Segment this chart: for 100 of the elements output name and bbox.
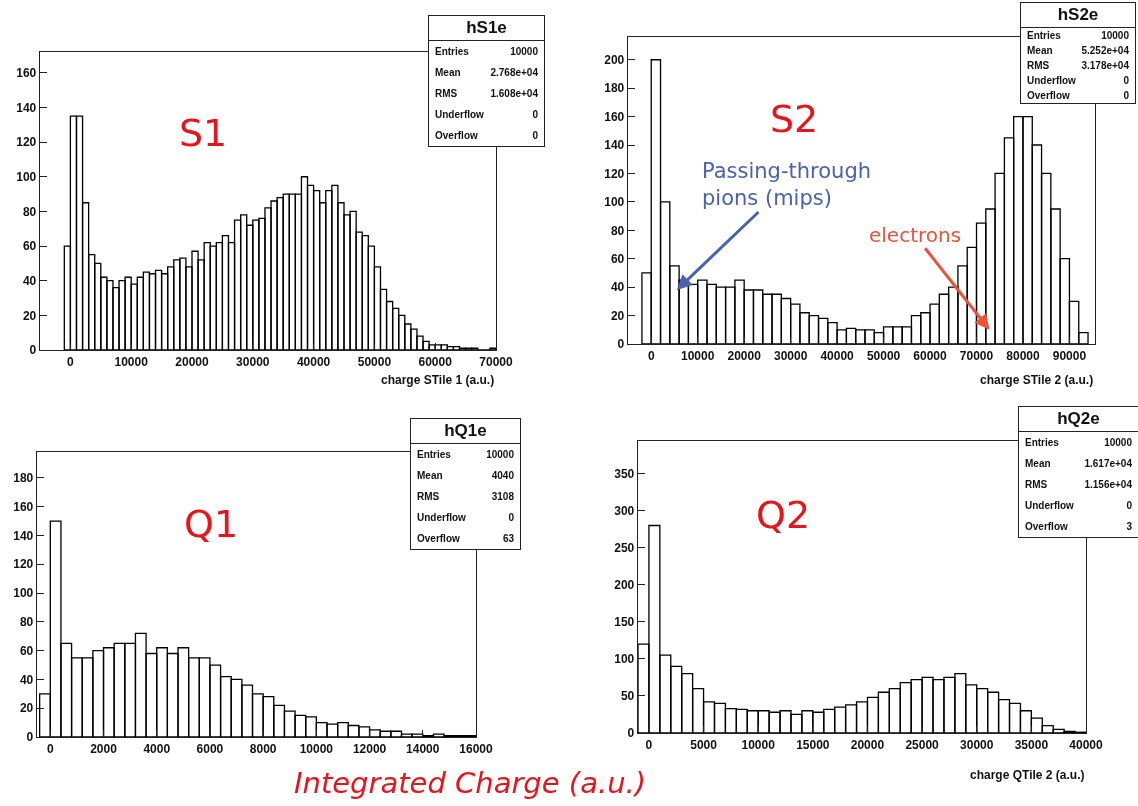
x-tick-label: 2000 [90, 741, 118, 756]
x-tick-label: 5000 [690, 737, 718, 752]
x-tick-label: 4000 [143, 741, 171, 756]
text: hS2e [1057, 5, 1099, 24]
annotation: Underflow [417, 512, 466, 523]
annotation: Q2 [756, 493, 811, 537]
annotation: RMS [435, 88, 458, 99]
text: hQ1e [444, 421, 487, 440]
annotation: S1 [179, 111, 228, 155]
x-tick-label: 10000 [299, 741, 334, 756]
annotation: Q1 [184, 502, 239, 546]
y-tick-label: 350 [614, 466, 635, 481]
y-tick-label: 0 [617, 337, 625, 352]
x-tick-label: 40000 [1069, 737, 1104, 752]
y-tick-label: 60 [610, 251, 625, 266]
annotation: Mean [1027, 45, 1053, 56]
annotation: S2 [770, 97, 819, 141]
text: 0 [1126, 500, 1132, 511]
x-tick-label: 20000 [175, 354, 210, 369]
x-tick-label: 12000 [352, 741, 387, 756]
x-tick-label: 0 [647, 348, 655, 363]
y-tick-label: 200 [614, 577, 635, 592]
text: 10000 [1101, 30, 1129, 41]
x-axis-title: charge QTile 2 (a.u.) [970, 768, 1085, 782]
text: 0 [1123, 75, 1129, 86]
x-tick-label: 16000 [459, 741, 494, 756]
x-tick-label: 30000 [236, 354, 270, 369]
text: 0 [1123, 90, 1129, 101]
y-tick-label: 140 [604, 138, 625, 153]
text: hS1e [466, 18, 507, 37]
annotation: Underflow [435, 109, 484, 120]
text: 10000 [486, 449, 514, 460]
y-tick-label: 180 [604, 81, 625, 96]
y-tick-label: 20 [610, 308, 625, 323]
x-tick-label: 40000 [296, 354, 331, 369]
annotation: Overflow [417, 533, 460, 544]
annotation: Mean [435, 67, 461, 78]
text: 0 [532, 130, 538, 141]
y-tick-label: 120 [13, 557, 34, 572]
x-tick-label: 10000 [741, 737, 776, 752]
annotation: 3.178e+04 [1081, 60, 1129, 71]
y-tick-label: 140 [13, 528, 34, 543]
annotation: Underflow [1027, 75, 1076, 86]
y-tick-label: 200 [604, 52, 625, 67]
y-tick-label: 160 [16, 65, 37, 80]
x-tick-label: 8000 [249, 741, 277, 756]
y-tick-label: 40 [610, 280, 625, 295]
y-tick-label: 40 [22, 273, 37, 288]
y-tick-label: 80 [22, 204, 37, 219]
x-tick-label: 80000 [1006, 348, 1040, 363]
x-tick-label: 0 [67, 354, 75, 369]
annotation: Entries [417, 449, 451, 460]
x-tick-label: 0 [645, 737, 653, 752]
text: 0 [508, 512, 514, 523]
x-tick-label: 6000 [196, 741, 224, 756]
y-tick-label: 60 [19, 643, 34, 658]
y-tick-label: 250 [614, 540, 635, 555]
y-tick-label: 20 [22, 308, 37, 323]
text: 10000 [1104, 437, 1132, 448]
annotation: 1.608e+04 [490, 88, 538, 99]
text: hQ2e [1057, 409, 1100, 428]
annotation: 1.156e+04 [1084, 479, 1132, 490]
annotation: Mean [417, 470, 443, 481]
x-tick-label: 25000 [905, 737, 940, 752]
y-tick-label: 80 [610, 223, 625, 238]
annotation: Overflow [435, 130, 478, 141]
y-tick-label: 100 [604, 195, 625, 210]
text: 63 [502, 533, 514, 544]
annotation: Underflow [1025, 500, 1074, 511]
y-tick-label: 40 [19, 672, 34, 687]
x-axis-title: charge STile 2 (a.u.) [980, 373, 1094, 387]
x-tick-label: 50000 [357, 354, 392, 369]
text: 10000 [510, 46, 538, 57]
x-tick-label: 70000 [479, 354, 514, 369]
x-tick-label: 60000 [418, 354, 453, 369]
x-tick-label: 20000 [850, 737, 885, 752]
x-tick-label: 90000 [1052, 348, 1087, 363]
x-tick-label: 14000 [406, 741, 440, 756]
annotation: RMS [417, 491, 440, 502]
y-tick-label: 20 [19, 701, 34, 716]
text: 3108 [491, 491, 514, 502]
annotation: Entries [435, 46, 469, 57]
x-tick-label: 50000 [866, 348, 901, 363]
annotation: 5.252e+04 [1081, 45, 1129, 56]
y-tick-label: 100 [13, 586, 34, 601]
y-tick-label: 80 [19, 615, 34, 630]
y-tick-label: 50 [620, 689, 635, 704]
y-tick-label: 150 [614, 615, 635, 630]
x-tick-label: 70000 [959, 348, 994, 363]
annotation: Entries [1027, 30, 1061, 41]
y-tick-label: 100 [16, 169, 37, 184]
y-tick-label: 120 [16, 135, 37, 150]
annotation: Overflow [1027, 90, 1070, 101]
text: 4040 [491, 470, 514, 481]
y-tick-label: 180 [13, 471, 34, 486]
text: 3 [1126, 521, 1132, 532]
annotation: electrons [869, 223, 962, 247]
x-tick-label: 60000 [913, 348, 948, 363]
y-tick-label: 140 [16, 100, 37, 115]
y-tick-label: 160 [604, 109, 625, 124]
